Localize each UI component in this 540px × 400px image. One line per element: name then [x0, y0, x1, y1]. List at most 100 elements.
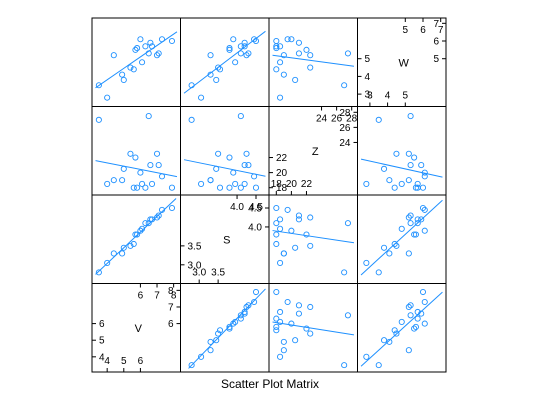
data-point	[245, 50, 252, 57]
data-point	[273, 288, 280, 296]
data-point	[295, 50, 302, 57]
data-point	[104, 259, 111, 266]
data-point	[155, 50, 162, 57]
data-point	[419, 184, 427, 191]
data-point	[398, 225, 405, 232]
data-point	[303, 46, 310, 53]
tick-label: 24	[316, 114, 328, 125]
data-point	[412, 323, 419, 330]
data-point	[273, 323, 280, 330]
data-point	[344, 50, 351, 57]
data-point	[130, 66, 137, 73]
data-point	[407, 162, 414, 169]
data-point	[188, 82, 195, 89]
data-point	[119, 250, 126, 257]
data-point	[153, 52, 161, 59]
data-point	[251, 36, 258, 43]
data-point	[153, 150, 161, 157]
data-point	[134, 45, 141, 52]
data-point	[134, 231, 141, 238]
data-point	[421, 298, 428, 306]
data-point	[295, 302, 302, 309]
data-point	[405, 150, 412, 157]
tick-label: 26	[331, 114, 343, 125]
data-point	[277, 43, 284, 50]
data-point	[398, 180, 405, 187]
data-point	[391, 184, 398, 191]
data-point	[307, 303, 314, 311]
data-point	[341, 269, 348, 276]
tick-label: 8	[168, 286, 174, 297]
data-point	[237, 113, 244, 120]
variable-name: S	[223, 234, 230, 246]
data-point	[363, 180, 370, 187]
tick-label: 28	[339, 108, 351, 119]
data-point	[137, 36, 144, 43]
data-point	[284, 36, 291, 43]
data-point	[341, 82, 348, 89]
data-point	[407, 220, 414, 227]
tick-label: 20	[286, 179, 298, 190]
tick-label: 8	[171, 291, 177, 302]
data-point	[158, 36, 166, 43]
data-point	[168, 204, 176, 212]
data-point	[168, 184, 176, 191]
diagonal-S: S3.03.03.53.54.04.04.54.5	[180, 195, 269, 284]
tick-label: 26	[339, 123, 351, 134]
tick-label: 4.0	[248, 222, 262, 233]
data-point	[411, 154, 418, 161]
data-point	[386, 338, 393, 345]
data-point	[307, 330, 314, 337]
data-point	[230, 320, 237, 327]
data-point	[153, 214, 161, 221]
data-point	[237, 315, 244, 322]
data-point	[393, 242, 400, 249]
data-point	[226, 184, 233, 191]
tick-label: 4.5	[249, 202, 263, 213]
data-point	[95, 116, 102, 123]
tick-label: 7	[154, 291, 160, 302]
tick-label: 5	[403, 91, 409, 102]
data-point	[363, 353, 370, 360]
data-point	[421, 169, 428, 176]
data-point	[407, 113, 414, 120]
panel-W-vs-S	[357, 194, 447, 284]
data-point	[412, 231, 419, 238]
regression-line	[183, 159, 266, 177]
tick-label: 4	[99, 352, 105, 363]
data-point	[344, 220, 351, 227]
data-point	[252, 37, 260, 45]
data-point	[139, 180, 146, 187]
data-point	[155, 162, 162, 169]
data-point	[251, 298, 258, 306]
data-point	[375, 116, 382, 123]
data-point	[280, 338, 287, 345]
data-point	[284, 206, 291, 213]
tick-label: 6	[99, 319, 105, 330]
data-point	[273, 45, 280, 52]
scatter-W-vs-S	[360, 199, 443, 276]
data-point	[148, 43, 156, 50]
data-point	[120, 244, 127, 251]
data-point	[414, 216, 421, 223]
data-point	[288, 227, 295, 234]
data-point	[215, 64, 222, 71]
data-point	[380, 337, 388, 344]
tick-label: 18	[271, 179, 283, 190]
data-point	[414, 180, 421, 187]
data-point	[307, 52, 314, 59]
data-point	[418, 310, 425, 317]
tick-label: 3	[365, 90, 371, 101]
data-point	[226, 323, 233, 330]
data-point	[147, 39, 154, 46]
tick-label: 5	[403, 25, 409, 36]
data-point	[292, 244, 299, 251]
data-point	[95, 82, 102, 89]
scatter-S-vs-W	[183, 30, 266, 101]
data-point	[398, 318, 405, 325]
data-point	[142, 43, 149, 50]
data-point	[207, 338, 214, 345]
data-point	[132, 46, 139, 53]
